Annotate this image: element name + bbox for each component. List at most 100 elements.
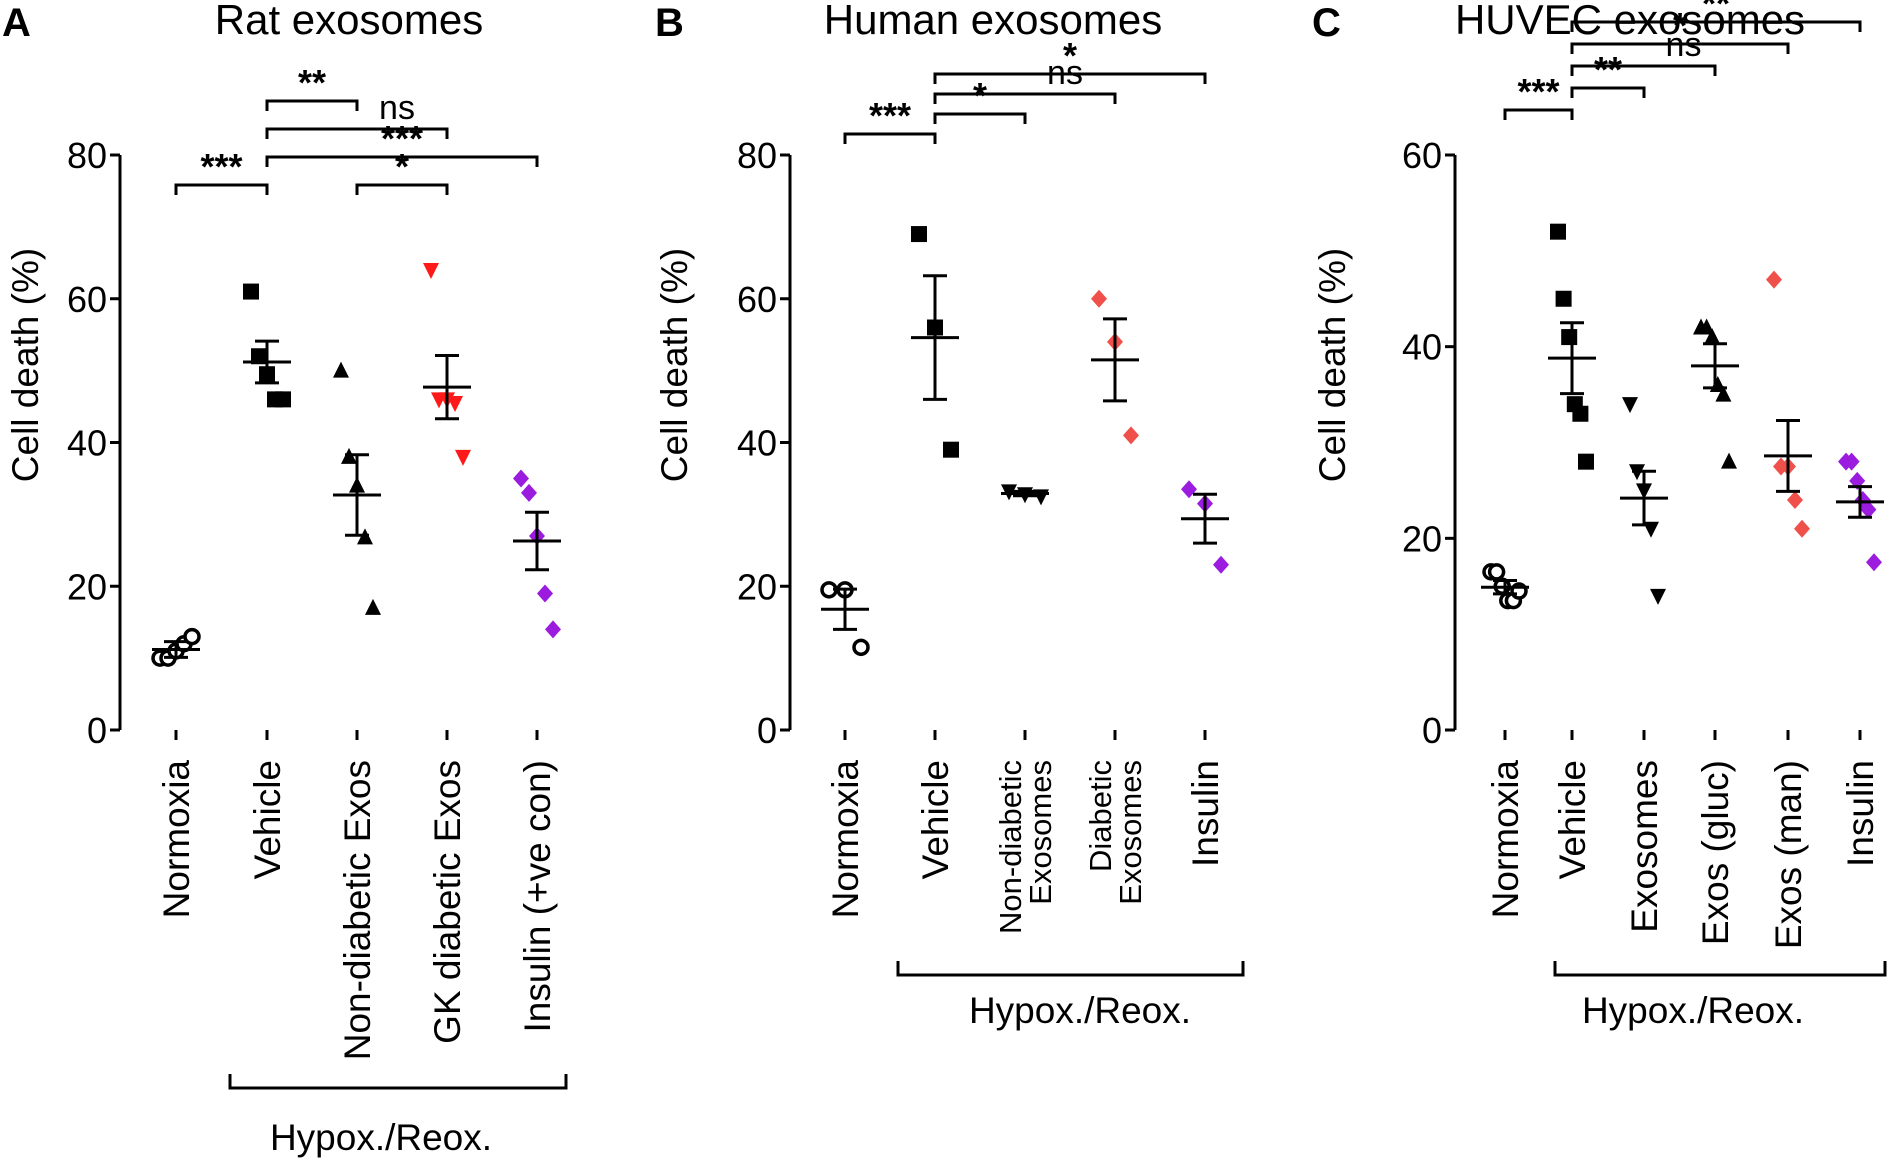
panel-letter: A — [2, 1, 31, 45]
data-point-circle — [1487, 563, 1506, 581]
significance-bracket — [174, 183, 269, 195]
significance-label: *** — [1517, 71, 1559, 112]
y-tick-label: 0 — [757, 710, 777, 751]
significance-bracket — [933, 112, 1027, 124]
y-tick-label: 60 — [1402, 135, 1442, 176]
x-category-label: Exosomes — [1113, 760, 1148, 905]
significance-label: * — [1673, 5, 1687, 46]
significance-bracket — [1503, 108, 1574, 120]
significance-label: *** — [200, 146, 242, 187]
significance-bracket — [265, 155, 539, 167]
x-category-label: Non-diabetic Exos — [337, 760, 378, 1060]
group-bracket — [1553, 961, 1887, 977]
group-bracket — [896, 961, 1245, 977]
significance-bracket — [933, 72, 1207, 84]
data-point-triangle-up — [365, 598, 381, 615]
x-category-label: GK diabetic Exos — [427, 760, 468, 1044]
data-point-triangle-down — [1622, 397, 1638, 414]
y-tick-label: 20 — [737, 566, 777, 607]
plot-area: 0 20 40 60 80 Normoxia Vehicle Non-diabetic Exo… — [67, 62, 568, 1090]
data-point-triangle-up — [1715, 385, 1732, 402]
x-category-label: Exos (man) — [1768, 760, 1809, 949]
x-category-label: Vehicle — [1552, 760, 1593, 879]
panel-title: Human exosomes — [824, 0, 1162, 43]
significance-bracket — [933, 92, 1117, 104]
y-tick-label: 60 — [67, 279, 107, 320]
data-point-triangle-down — [423, 263, 439, 279]
panel-b: B Human exosomes Cell death (%) Hypox./R… — [654, 0, 1245, 1031]
data-point-diamond — [1794, 519, 1810, 538]
group-label: Hypox./Reox. — [969, 990, 1191, 1031]
y-tick-label: 20 — [1402, 518, 1442, 559]
x-category-label: Vehicle — [247, 760, 288, 879]
significance-bracket — [265, 127, 449, 139]
data-point-diamond — [545, 620, 561, 639]
data-point-triangle-up — [1721, 452, 1737, 469]
data-point-diamond — [1213, 555, 1229, 574]
significance-label: *** — [381, 118, 423, 159]
x-category-label: Normoxia — [156, 760, 197, 919]
significance-bracket — [1570, 86, 1646, 98]
y-axis-label: Cell death (%) — [1312, 248, 1353, 482]
data-point-triangle-down — [455, 449, 471, 466]
significance-label: * — [1063, 35, 1077, 76]
data-point-triangle-down — [1650, 588, 1666, 605]
y-tick-label: 40 — [737, 423, 777, 464]
y-tick-label: 40 — [1402, 327, 1442, 368]
significance-label: ns — [379, 89, 415, 127]
data-point-diamond — [1091, 289, 1107, 308]
data-point-square — [943, 441, 959, 458]
plot-area: 0 20 40 60 Normoxia Vehicle Exosomes Exos (gluc… — [1402, 0, 1887, 977]
y-tick-label: 0 — [1422, 710, 1442, 751]
data-point-circle — [852, 638, 870, 657]
data-point-square — [1572, 405, 1589, 422]
significance-label: ** — [1702, 0, 1730, 24]
significance-bracket — [1570, 42, 1790, 54]
data-point-square — [1578, 453, 1594, 470]
significance-label: *** — [869, 95, 911, 136]
data-point-diamond — [1860, 500, 1877, 519]
data-point-triangle-up — [1698, 318, 1715, 335]
significance-bracket — [355, 183, 449, 195]
panel-title: Rat exosomes — [215, 0, 483, 43]
y-axis-label: Cell death (%) — [5, 248, 46, 482]
y-tick-label: 0 — [87, 710, 107, 751]
data-point-square — [1555, 290, 1572, 307]
x-category-label: Diabetic — [1083, 760, 1118, 872]
data-point-diamond — [1843, 452, 1860, 471]
panel-letter: B — [655, 1, 684, 45]
panel-c: C HUVEC exosomes Cell death (%) Hypox./R… — [1312, 0, 1887, 1031]
y-tick-label: 40 — [67, 423, 107, 464]
data-point-diamond — [1866, 553, 1882, 572]
data-point-diamond — [513, 469, 529, 488]
data-point-square — [251, 348, 267, 365]
data-point-diamond — [1766, 270, 1782, 289]
significance-label: ** — [1594, 49, 1622, 90]
x-category-label: Insulin — [1185, 760, 1226, 867]
x-category-label: Insulin (+ve con) — [517, 760, 558, 1033]
data-point-square — [911, 226, 927, 243]
x-category-label: Exos (gluc) — [1695, 760, 1736, 945]
data-point-square — [243, 283, 259, 300]
y-axis-label: Cell death (%) — [654, 248, 695, 482]
y-tick-label: 60 — [737, 279, 777, 320]
panel-a: A Rat exosomes Cell death (%) Hypox./Reo… — [2, 0, 568, 1158]
data-point-diamond — [521, 483, 537, 502]
significance-bracket — [843, 132, 937, 144]
significance-bracket — [1570, 20, 1862, 32]
y-tick-label: 20 — [67, 566, 107, 607]
x-category-label: Normoxia — [825, 760, 866, 919]
panel-letter: C — [1312, 1, 1341, 45]
data-point-triangle-down — [447, 395, 463, 412]
group-bracket — [228, 1074, 568, 1090]
y-tick-label: 80 — [737, 135, 777, 176]
significance-label: ** — [298, 62, 326, 103]
significance-bracket — [265, 99, 359, 111]
y-tick-label: 80 — [67, 135, 107, 176]
data-point-diamond — [1787, 491, 1803, 509]
group-label: Hypox./Reox. — [270, 1117, 492, 1158]
data-point-square — [275, 391, 291, 408]
x-category-label: Exosomes — [1023, 760, 1058, 905]
